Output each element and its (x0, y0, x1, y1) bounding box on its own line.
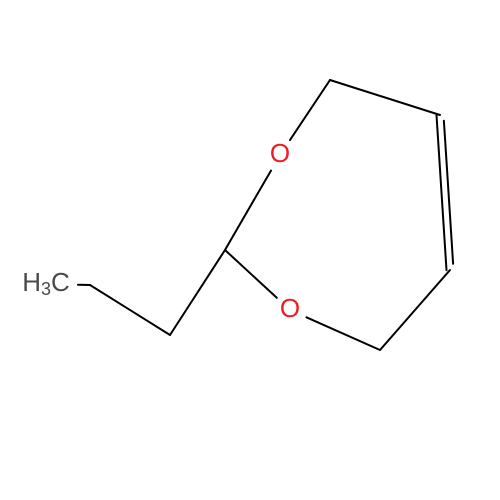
molecule-canvas: O O H3C (0, 0, 500, 500)
bond (380, 270, 450, 350)
oxygen-atom-label: O (270, 138, 290, 168)
methyl-label: H3C (22, 267, 70, 299)
bond (90, 285, 170, 335)
bond (225, 250, 277, 298)
bond (170, 250, 225, 335)
bond (330, 80, 440, 115)
bond (225, 171, 271, 250)
oxygen-atom-label: O (280, 293, 300, 323)
bond (290, 80, 330, 140)
bond (306, 317, 380, 350)
